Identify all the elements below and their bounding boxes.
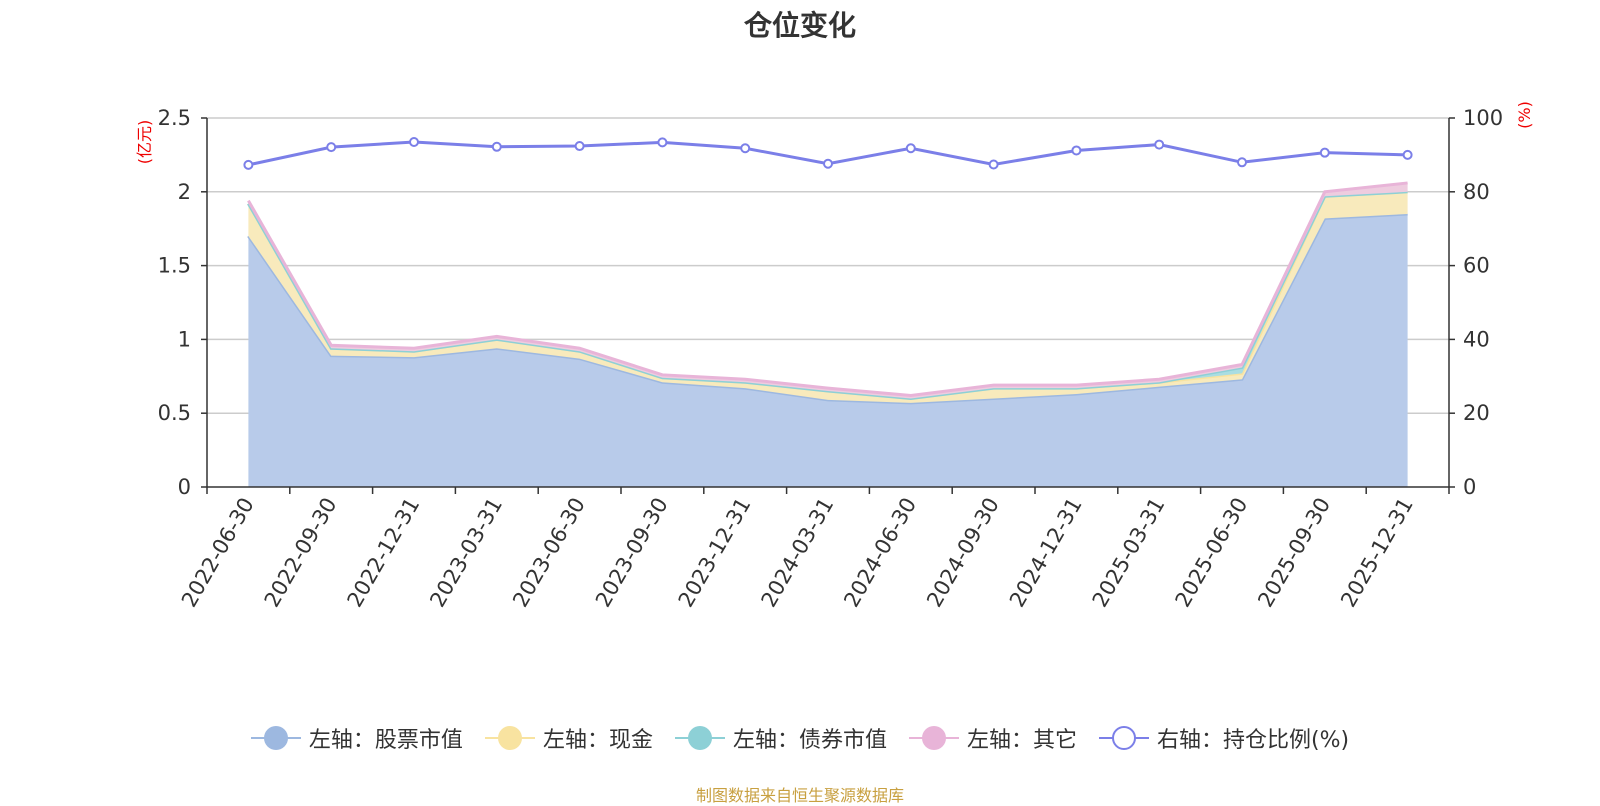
left-tick-label: 1 xyxy=(178,327,191,351)
x-tick-label: 2025-06-30 xyxy=(1171,494,1253,612)
right-axis-unit: (%) xyxy=(1515,101,1534,129)
legend-item-ratio[interactable]: 右轴：持仓比例(%) xyxy=(1098,722,1350,754)
x-tick-label: 2025-09-30 xyxy=(1253,494,1335,612)
x-tick-label: 2023-03-31 xyxy=(425,494,507,612)
area-line-series-3 xyxy=(247,181,1408,397)
legend-label: 左轴：股票市值 xyxy=(308,728,463,753)
ratio-point xyxy=(823,158,833,169)
left-tick-label: 0.5 xyxy=(158,401,191,425)
area-series-0 xyxy=(248,213,1408,487)
right-tick-label: 80 xyxy=(1463,180,1490,204)
stacked-areas xyxy=(247,181,1408,487)
legend-circle-icon xyxy=(250,725,301,751)
area-series-1 xyxy=(248,191,1408,403)
ratio-point xyxy=(1071,145,1082,156)
x-tick-label: 2025-03-31 xyxy=(1088,494,1170,612)
ratio-point xyxy=(491,141,502,152)
legend-circle-icon xyxy=(484,725,535,751)
ratio-line xyxy=(243,136,1413,170)
data-source-note: 制图数据来自恒生聚源数据库 xyxy=(695,786,904,805)
x-tick-label: 2024-06-30 xyxy=(839,494,921,612)
ratio-point xyxy=(409,136,419,147)
ratio-point xyxy=(657,137,668,148)
x-tick-label: 2024-12-31 xyxy=(1005,494,1087,612)
ratio-point xyxy=(740,143,751,154)
x-tick-label: 2022-09-30 xyxy=(260,494,342,612)
x-tick-label: 2022-12-31 xyxy=(343,494,425,612)
left-tick-label: 1.5 xyxy=(158,254,191,278)
ratio-point xyxy=(1154,139,1165,150)
x-tick-label: 2025-12-31 xyxy=(1336,494,1418,612)
legend: 左轴：股票市值 左轴：现金 左轴：债券市值 左轴：其它 右轴：持仓比例(%) xyxy=(0,722,1600,754)
ratio-point xyxy=(1237,157,1247,168)
ratio-point xyxy=(574,141,585,152)
right-tick-label: 60 xyxy=(1463,254,1490,278)
ratio-point xyxy=(905,143,916,154)
x-tick-label: 2024-09-30 xyxy=(922,494,1004,612)
legend-label: 左轴：债券市值 xyxy=(732,728,887,753)
chart-title: 仓位变化 xyxy=(743,9,856,42)
ratio-point xyxy=(1402,149,1413,160)
legend-label: 左轴：现金 xyxy=(542,728,653,753)
left-tick-label: 0 xyxy=(178,475,191,499)
right-tick-label: 20 xyxy=(1463,401,1490,425)
right-tick-label: 40 xyxy=(1463,327,1490,351)
left-tick-label: 2 xyxy=(178,180,191,204)
ratio-point xyxy=(326,142,337,153)
ratio-point xyxy=(1319,147,1330,158)
x-tick-label: 2023-12-31 xyxy=(674,494,756,612)
x-tick-label: 2023-09-30 xyxy=(591,494,673,612)
x-tick-label: 2023-06-30 xyxy=(508,494,590,612)
legend-item-bond[interactable]: 左轴：债券市值 xyxy=(674,722,887,754)
legend-item-other[interactable]: 左轴：其它 xyxy=(908,722,1077,754)
left-tick-label: 2.5 xyxy=(158,106,191,130)
legend-label: 左轴：其它 xyxy=(966,728,1077,753)
right-tick-label: 0 xyxy=(1463,475,1476,499)
x-tick-label: 2024-03-31 xyxy=(757,494,839,612)
left-axis-unit: (亿元) xyxy=(135,120,154,165)
legend-label: 右轴：持仓比例(%) xyxy=(1156,728,1350,753)
ratio-point xyxy=(988,159,999,170)
x-tick-label: 2022-06-30 xyxy=(177,494,259,612)
legend-item-stock[interactable]: 左轴：股票市值 xyxy=(250,722,463,754)
legend-hollow-circle-icon xyxy=(1098,725,1149,751)
area-series-3 xyxy=(248,182,1408,399)
ratio-point xyxy=(243,159,254,170)
right-tick-label: 100 xyxy=(1463,106,1503,130)
legend-circle-icon xyxy=(674,725,725,751)
legend-circle-icon xyxy=(908,725,959,751)
legend-item-cash[interactable]: 左轴：现金 xyxy=(484,722,653,754)
